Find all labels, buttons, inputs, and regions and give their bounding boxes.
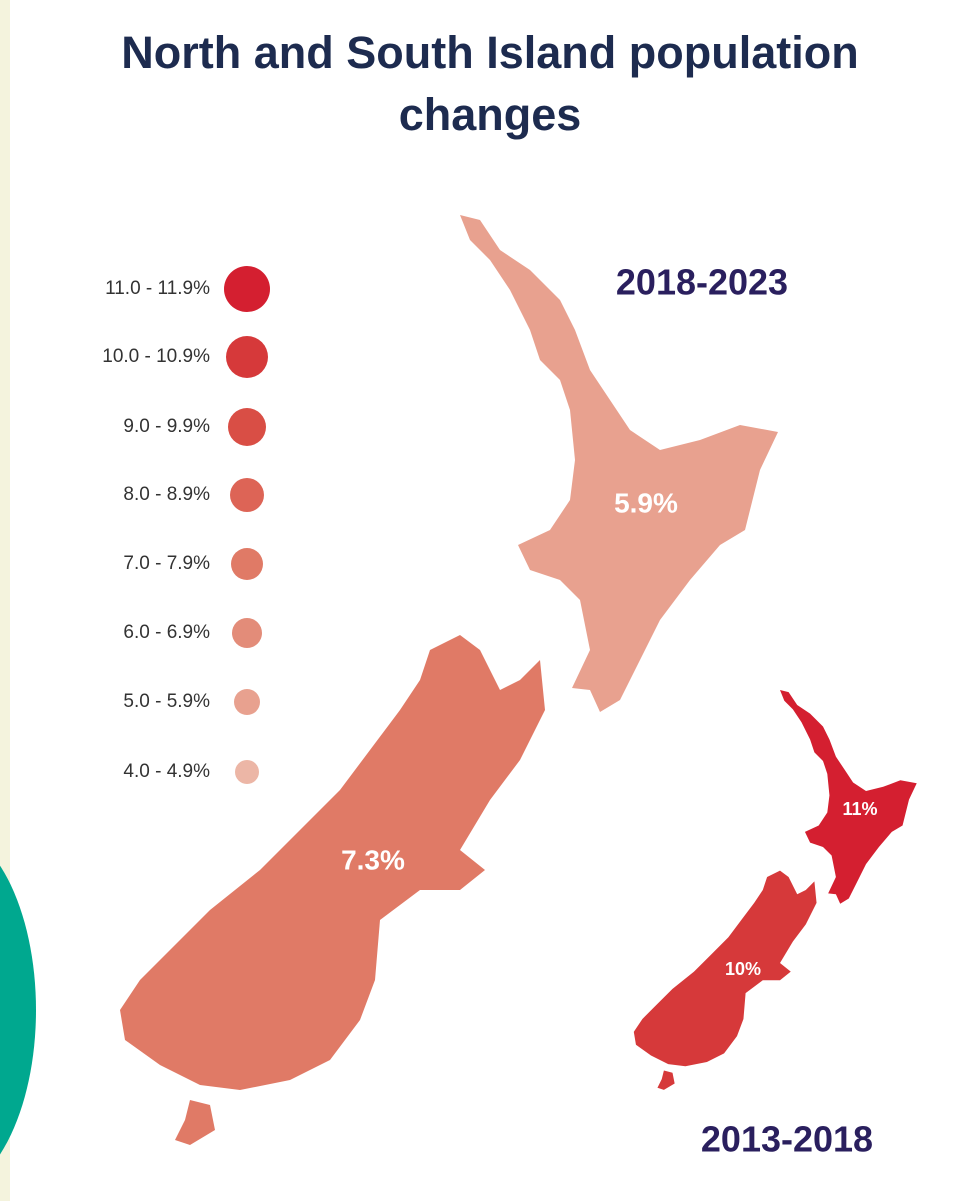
legend-swatch xyxy=(230,478,264,512)
legend-swatch xyxy=(224,266,270,312)
legend-label: 6.0 - 6.9% xyxy=(123,622,210,643)
legend-swatch xyxy=(231,548,263,580)
map-2013-2018: 2013-2018 11% 10% xyxy=(633,690,917,1160)
legend-label: 11.0 - 11.9% xyxy=(105,278,210,299)
stewart-island xyxy=(657,1070,675,1090)
page-edge xyxy=(0,0,10,1201)
period-label: 2018-2023 xyxy=(616,262,788,303)
period-label: 2013-2018 xyxy=(701,1119,873,1160)
legend-label: 8.0 - 8.9% xyxy=(123,484,210,505)
legend-swatch xyxy=(228,408,266,446)
region-label: 11% xyxy=(842,799,877,819)
stewart-island xyxy=(175,1100,215,1145)
legend-label: 9.0 - 9.9% xyxy=(123,416,210,437)
legend: 11.0 - 11.9% 10.0 - 10.9% 9.0 - 9.9% 8.0 - … xyxy=(102,266,270,784)
legend-swatch xyxy=(226,336,268,378)
legend-swatch xyxy=(232,618,262,648)
region-label: 7.3% xyxy=(341,844,405,875)
region-label: 10% xyxy=(725,959,761,979)
north-island xyxy=(780,690,917,904)
legend-label: 7.0 - 7.9% xyxy=(123,553,210,574)
map-2018-2023: 2018-2023 5.9% 7.3% xyxy=(120,215,788,1145)
legend-label: 10.0 - 10.9% xyxy=(102,346,210,367)
legend-label: 5.0 - 5.9% xyxy=(123,691,210,712)
legend-label: 4.0 - 4.9% xyxy=(123,761,210,782)
legend-swatch xyxy=(234,689,260,715)
title: North and South Island population change… xyxy=(121,27,859,140)
region-label: 5.9% xyxy=(614,487,678,518)
decor-circle xyxy=(0,865,36,1155)
legend-swatch xyxy=(235,760,259,784)
